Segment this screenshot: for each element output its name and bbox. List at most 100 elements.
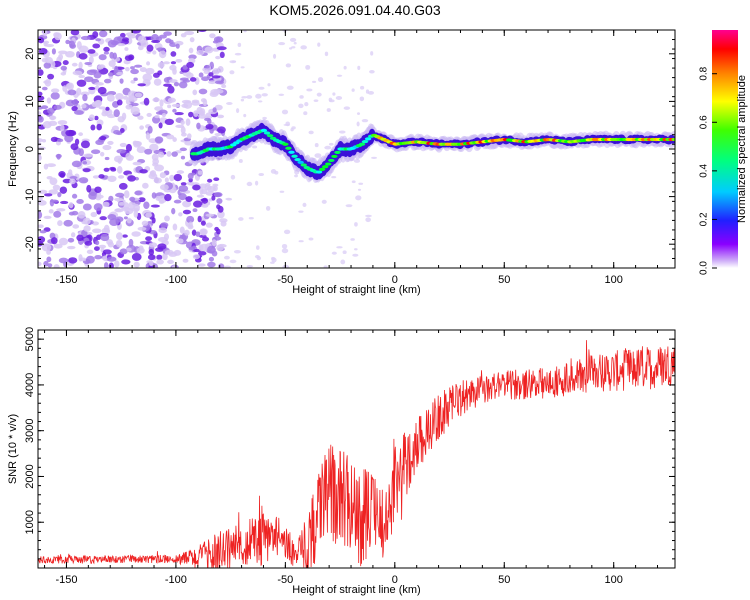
noise-speckle [107, 175, 117, 182]
noise-speckle [211, 195, 216, 201]
noise-speckle [248, 217, 254, 220]
noise-speckle [80, 91, 90, 96]
noise-speckle [213, 185, 218, 192]
noise-speckle [116, 165, 123, 174]
ridge-core [318, 167, 326, 171]
noise-speckle [122, 95, 129, 100]
noise-speckle [89, 69, 98, 73]
x-tick-label: -100 [165, 274, 187, 286]
y-axis-label: SNR (10 * v/v) [7, 414, 19, 484]
noise-speckle [119, 78, 124, 84]
noise-speckle [185, 118, 191, 126]
noise-speckle [87, 49, 96, 54]
ridge-core [260, 128, 268, 132]
x-tick-label: 50 [498, 574, 510, 586]
noise-speckle [164, 177, 169, 183]
noise-speckle [196, 122, 201, 130]
noise-speckle [164, 193, 172, 202]
noise-speckle [50, 237, 58, 245]
noise-speckle [211, 250, 218, 257]
noise-speckle [88, 55, 94, 64]
noise-speckle [90, 211, 98, 218]
noise-speckle [119, 248, 128, 255]
noise-speckle [95, 196, 102, 201]
noise-speckle [304, 101, 309, 107]
noise-speckle [172, 223, 178, 231]
noise-speckle [130, 106, 140, 115]
noise-speckle [134, 141, 142, 147]
noise-speckle [38, 261, 42, 267]
ridge-core [294, 158, 301, 162]
noise-speckle [216, 198, 223, 204]
noise-speckle [274, 170, 279, 175]
y-axis-label: Frequency (Hz) [7, 111, 19, 187]
noise-speckle [151, 40, 161, 44]
noise-speckle [179, 226, 185, 234]
noise-speckle [215, 55, 221, 60]
noise-speckle [38, 37, 45, 44]
noise-speckle [90, 124, 96, 131]
noise-speckle [238, 159, 243, 163]
noise-speckle [257, 100, 263, 103]
noise-speckle [67, 237, 75, 243]
noise-speckle [118, 182, 128, 190]
noise-speckle [102, 249, 112, 255]
noise-speckle [173, 199, 182, 204]
noise-speckle [308, 130, 314, 135]
noise-speckle [246, 181, 253, 187]
noise-speckle [174, 112, 184, 116]
ridge-core [325, 162, 332, 166]
noise-speckle [229, 70, 235, 75]
noise-speckle [49, 177, 58, 186]
colorbar-tick-label: 0.8 [699, 66, 710, 80]
noise-speckle [213, 192, 223, 198]
noise-speckle [46, 163, 57, 168]
noise-speckle [176, 170, 185, 174]
noise-speckle [38, 111, 42, 116]
noise-speckle [182, 79, 191, 83]
noise-speckle [164, 249, 174, 255]
noise-speckle [133, 77, 138, 81]
noise-speckle [47, 73, 55, 80]
noise-speckle [258, 172, 265, 177]
noise-speckle [113, 109, 120, 118]
ridge-core [328, 158, 335, 163]
noise-speckle [168, 79, 178, 83]
ridge-core [671, 137, 675, 142]
noise-speckle [92, 175, 100, 179]
noise-speckle [258, 86, 265, 90]
ridge-core [297, 160, 304, 164]
ridge-core [334, 150, 341, 155]
noise-speckle [118, 201, 126, 206]
noise-speckle [144, 81, 151, 86]
noise-speckle [164, 118, 175, 126]
noise-speckle [114, 65, 119, 74]
noise-speckle [303, 111, 308, 116]
noise-speckle [38, 199, 47, 206]
y-tick-label: 1000 [24, 510, 36, 534]
noise-speckle [230, 174, 236, 180]
noise-speckle [281, 243, 288, 249]
noise-speckle [254, 254, 260, 259]
noise-speckle [123, 190, 130, 199]
x-tick-label: -50 [277, 274, 293, 286]
noise-speckle [156, 259, 164, 265]
noise-speckle [72, 224, 80, 229]
noise-speckle [115, 239, 123, 248]
noise-speckle [224, 265, 231, 268]
noise-speckle [326, 108, 331, 112]
noise-speckle [185, 196, 193, 203]
noise-speckle [38, 210, 43, 219]
noise-speckle [128, 238, 134, 247]
noise-speckle [197, 170, 203, 175]
noise-speckle [159, 34, 167, 39]
noise-speckle [98, 30, 108, 38]
ridge-core [266, 134, 274, 138]
noise-speckle [229, 60, 237, 64]
noise-speckle [66, 245, 76, 250]
noise-speckle [74, 138, 80, 146]
noise-speckle [293, 41, 297, 45]
noise-speckle [86, 184, 92, 193]
noise-speckle [298, 240, 304, 243]
